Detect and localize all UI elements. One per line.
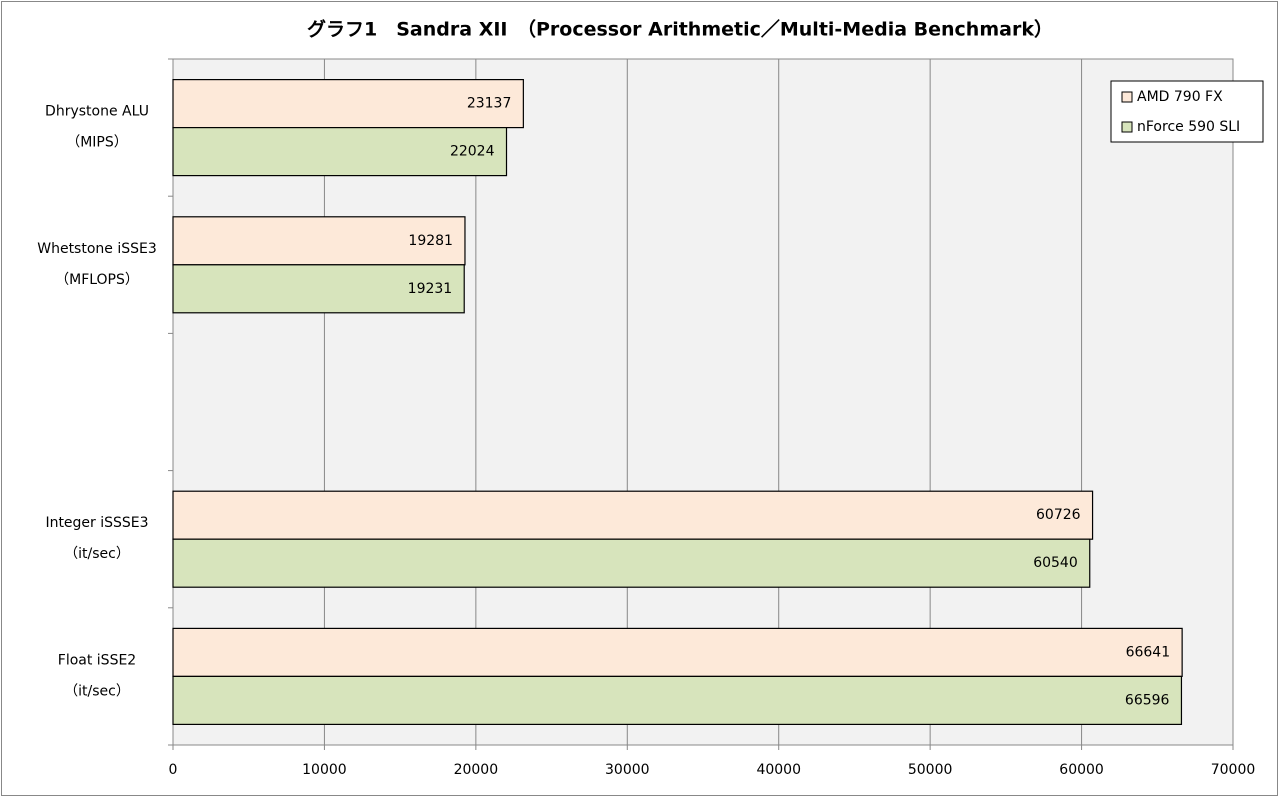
y-tick-label: Integer iSSSE3 xyxy=(45,515,148,531)
y-tick-label: Dhrystone ALU xyxy=(45,104,149,120)
legend-swatch xyxy=(1121,91,1133,103)
x-tick-label: 40000 xyxy=(756,762,801,778)
value-label: 19281 xyxy=(408,233,453,249)
legend-label: AMD 790 FX xyxy=(1137,89,1223,105)
value-label: 66596 xyxy=(1125,692,1170,708)
y-tick-label: （it/sec） xyxy=(64,546,130,562)
y-tick-label: Float iSSE2 xyxy=(58,652,136,668)
y-tick-label: Whetstone iSSE3 xyxy=(37,241,157,257)
legend-swatch xyxy=(1121,121,1133,133)
legend-label: nForce 590 SLI xyxy=(1137,119,1240,135)
value-label: 19231 xyxy=(408,281,453,297)
value-label: 23137 xyxy=(467,96,512,112)
x-tick-label: 50000 xyxy=(908,762,953,778)
bar xyxy=(172,78,524,129)
x-tick-label: 30000 xyxy=(605,762,650,778)
value-label: 66641 xyxy=(1126,644,1171,660)
bar xyxy=(172,490,1094,540)
bar xyxy=(172,627,1183,678)
value-label: 60726 xyxy=(1036,507,1081,523)
y-tick-label: （MFLOPS） xyxy=(55,272,139,288)
value-label: 22024 xyxy=(450,144,495,160)
y-tick-label: （MIPS） xyxy=(66,135,128,151)
x-tick-label: 60000 xyxy=(1059,762,1104,778)
x-tick-label: 10000 xyxy=(302,762,347,778)
x-tick-label: 0 xyxy=(169,762,178,778)
x-tick-label: 20000 xyxy=(454,762,499,778)
bar xyxy=(172,538,1091,588)
bar xyxy=(172,264,465,314)
x-tick-label: 70000 xyxy=(1211,762,1256,778)
chart-title: グラフ1 Sandra XII （Processor Arithmetic／Mu… xyxy=(307,18,1053,41)
legend-box xyxy=(1110,80,1264,143)
bar xyxy=(172,216,466,266)
bar xyxy=(172,126,508,177)
bar xyxy=(172,675,1183,726)
value-label: 60540 xyxy=(1033,555,1078,571)
y-tick-label: （it/sec） xyxy=(64,683,130,699)
